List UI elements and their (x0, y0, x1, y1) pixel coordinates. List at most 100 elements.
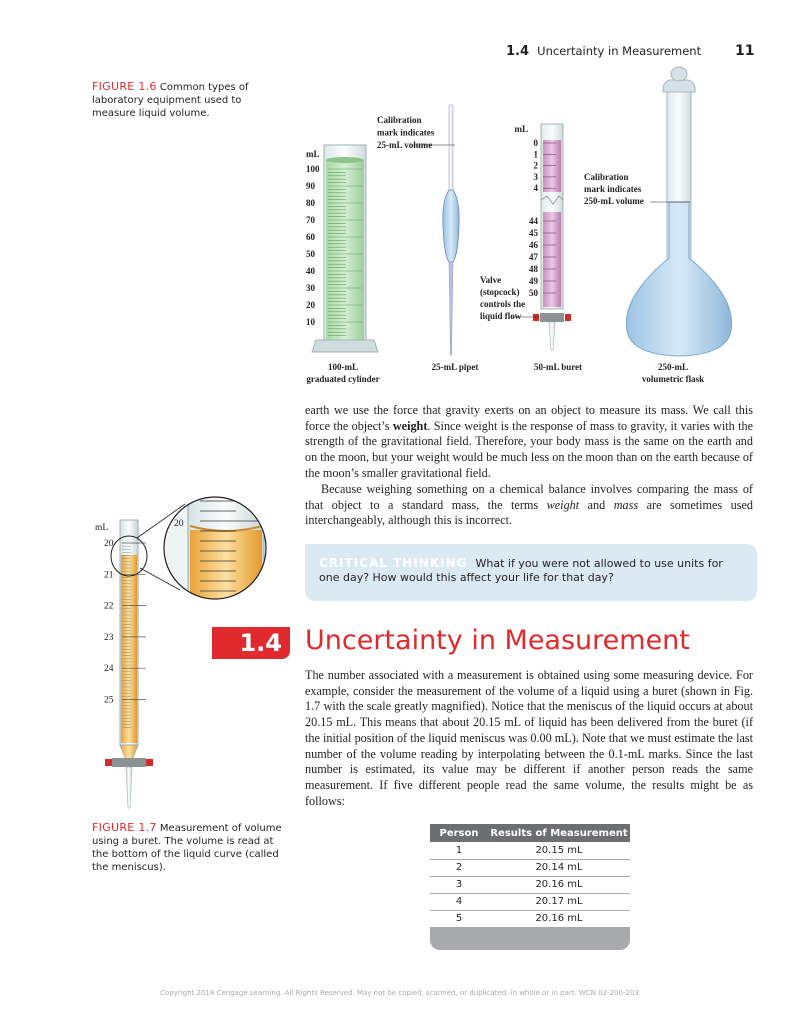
figure-label: FIGURE 1.6 (92, 80, 157, 93)
scale-label: 22 (104, 602, 114, 612)
scale-label: 50 (306, 249, 316, 259)
callout-text: controls the (480, 299, 525, 309)
table-frame: Person Results of Measurement 1 20.15 mL 2… (430, 824, 630, 950)
stopcock-handle (105, 759, 112, 766)
table-row: 5 20.16 mL (430, 910, 630, 928)
zoom-circle (163, 496, 267, 600)
paragraph: The number associated with a measurement… (305, 668, 753, 808)
unit-label: mL (515, 124, 529, 134)
callout-text: 250-mL volume (584, 196, 644, 206)
scale-label: 3 (534, 172, 539, 182)
header-title: Uncertainty in Measurement (537, 44, 702, 58)
text: are sometimes used interchangeably, alth… (305, 497, 753, 528)
critical-thinking-box: CRITICAL THINKING What if you were not al… (305, 544, 757, 601)
buret-liquid (121, 555, 137, 743)
scale-label: 1 (534, 149, 539, 159)
scale-label: 44 (529, 216, 539, 226)
stopcock-handle (565, 314, 571, 321)
equipment-label: 25-mL pipet (432, 362, 479, 372)
paragraph: Because weighing something on a chemical… (305, 482, 753, 529)
term: weight (392, 418, 428, 433)
buret-tip (125, 766, 133, 809)
scale-label: 24 (104, 664, 114, 674)
results-table: Person Results of Measurement 1 20.15 mL 2… (430, 824, 630, 928)
stopcock (112, 758, 146, 767)
scale-label: 60 (306, 232, 316, 242)
zoom-ring (110, 535, 148, 577)
buret-liquid (543, 140, 561, 192)
text: . Since weight is the response of mass t… (305, 418, 754, 480)
section-title: Uncertainty in Measurement (305, 625, 690, 656)
table-cell: 20.15 mL (488, 842, 630, 860)
figure-label: FIGURE 1.7 (92, 821, 157, 834)
callout-text: 250-mL (658, 362, 688, 372)
table-header: Person (439, 827, 479, 839)
buret-neck (119, 744, 139, 761)
cylinder-base (311, 339, 379, 353)
stopcock (540, 313, 564, 322)
table-cell: 4 (430, 893, 488, 911)
figure-caption: FIGURE 1.6 Common types of laboratory eq… (92, 80, 282, 120)
pipet-bulb (442, 189, 460, 263)
scale-label: 50 (529, 288, 539, 298)
callout-text: mark indicates (377, 128, 435, 138)
term: weight (546, 497, 580, 512)
scale-label: 10 (306, 317, 316, 327)
scale-label: 25 (104, 696, 114, 706)
text: and (579, 497, 614, 512)
caption-text: Measurement of volume using a buret. The… (92, 823, 282, 873)
zoom-line (139, 567, 181, 591)
callout-text: mark indicates (584, 184, 642, 194)
table-row: 1 20.15 mL (430, 842, 630, 860)
header-section: 1.4 (506, 44, 530, 59)
table-cell: 1 (430, 842, 488, 860)
table-cell: 20.14 mL (488, 859, 630, 877)
section-number: 1.4 (239, 629, 282, 657)
figure-illustration: mL mL 1009080706050403020100123444454647… (306, 66, 733, 384)
scale-label: 49 (529, 276, 539, 286)
stopcock-handle (533, 314, 539, 321)
flask-lip (662, 79, 696, 93)
unit-label: mL (95, 523, 108, 533)
figure-illustration: 20 mL 20 21 22 23 24 25 (95, 496, 267, 809)
table-cell: 2 (430, 859, 488, 877)
zoom-line (136, 503, 186, 539)
callout-text: Calibration (584, 172, 629, 182)
flask-liquid (625, 201, 733, 357)
table-row: 2 20.14 mL (430, 859, 630, 877)
scale-label: 45 (529, 228, 539, 238)
scale-label: 20 (104, 539, 114, 549)
scale-label: 21 (104, 570, 114, 580)
equipment-label: 50-mL buret (534, 362, 582, 372)
unit-label: mL (306, 149, 320, 159)
section-number-box: 1.4 (212, 627, 290, 659)
buret-liquid (543, 212, 561, 307)
pipet-stem (448, 104, 454, 191)
copyright-footer: Copyright 2018 Cengage Learning. All Rig… (160, 989, 639, 997)
scale-label: 20 (306, 300, 316, 310)
text: Because weighing something on a chemical… (305, 482, 753, 512)
scale-label: 30 (306, 283, 316, 293)
scale-label: 0 (534, 138, 539, 148)
running-header: 1.4 Uncertainty in Measurement (506, 44, 701, 59)
pipet-tip (448, 261, 454, 356)
table-header: Results of Measurement (490, 827, 628, 839)
table-row: 4 20.17 mL (430, 893, 630, 911)
table-cell: 20.16 mL (488, 910, 630, 928)
table-cell: 5 (430, 910, 488, 928)
stopcock-handle (146, 759, 153, 766)
critical-thinking-text: What if you were not allowed to use unit… (319, 557, 723, 584)
term: mass (613, 497, 639, 512)
scale-label: 47 (529, 252, 539, 262)
callout-text: volumetric flask (642, 374, 704, 384)
table-body: 1 20.15 mL 2 20.14 mL 3 20.16 mL 4 20.17 mL 5 20.… (430, 842, 630, 928)
critical-thinking-label: CRITICAL THINKING (319, 556, 468, 570)
table-row: 3 20.16 mL (430, 876, 630, 894)
scale-label: 80 (306, 198, 316, 208)
break-mark (540, 195, 564, 205)
table-header-row: Person Results of Measurement (430, 824, 630, 842)
callout-text: 100-mL (328, 362, 358, 372)
buret-tip (548, 321, 556, 351)
table-cell: 20.16 mL (488, 876, 630, 894)
